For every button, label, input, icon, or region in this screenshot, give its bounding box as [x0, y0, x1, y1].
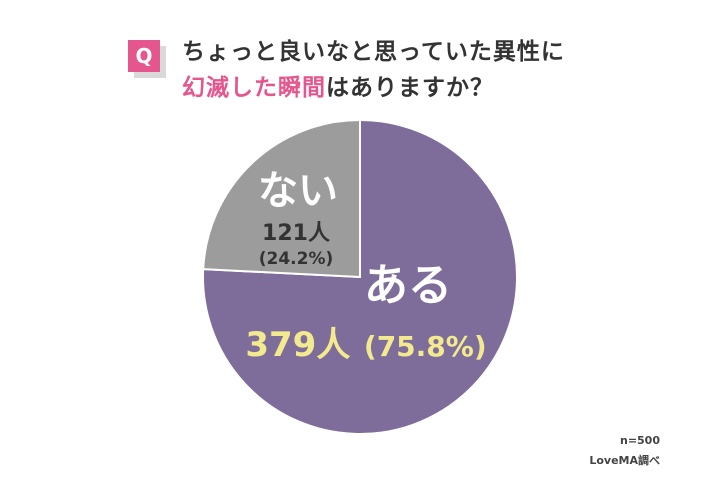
slice-value-aru: 379人 (75.8%)	[245, 325, 486, 365]
slice-count-aru: 379人	[245, 325, 350, 365]
source-note: LoveMA調べ	[589, 454, 660, 467]
slice-percent-aru: (75.8%)	[364, 330, 487, 363]
question-highlight: 幻滅した瞬間	[182, 75, 326, 101]
slice-label-nai: ない	[258, 168, 338, 214]
question-line-2: 幻滅した瞬間はありますか？	[182, 70, 565, 106]
question-badge: Q	[128, 40, 166, 78]
pie-slice-aru	[202, 118, 518, 435]
slice-count-nai: 121人	[262, 221, 330, 246]
pie-slice-nai	[202, 118, 361, 279]
slice-percent-nai: (24.2%)	[259, 249, 334, 269]
question-line-1: ちょっと良いなと思っていた異性に	[182, 39, 565, 65]
slice-label-aru: ある	[364, 260, 452, 311]
question-badge-label: Q	[128, 40, 160, 72]
sample-size-note: n=500	[619, 434, 660, 447]
question-title: ちょっと良いなと思っていた異性に 幻滅した瞬間はありますか？	[182, 34, 565, 106]
question-line-2-rest: はありますか？	[326, 75, 494, 101]
